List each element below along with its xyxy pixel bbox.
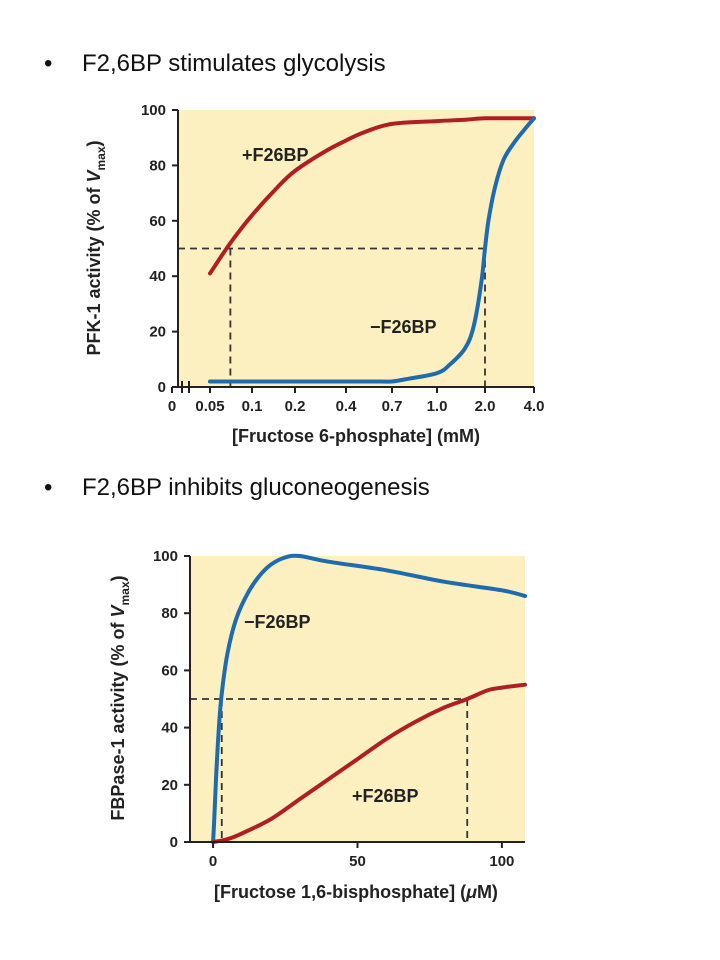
y-tick-label: 40 [149,268,166,285]
ylabel-var: V [84,169,104,183]
y-tick-label: 0 [158,379,166,396]
series-label-minus-f26bp: −F26BP [370,317,437,337]
x-tick-label: 4.0 [524,398,545,415]
x-tick-label: 0.1 [242,398,263,415]
y-tick-label: 80 [161,605,178,622]
y-tick-label: 40 [161,720,178,737]
x-tick-label: 0 [209,853,217,870]
series-label-minus-f26bp: −F26BP [244,612,311,632]
series-label-plus-f26bp: +F26BP [242,145,309,165]
x-axis-label: [Fructose 1,6-bisphosphate] (μM) [214,882,498,902]
x-tick-label: 0.4 [336,398,358,415]
y-tick-label: 60 [161,662,178,679]
x-tick-label: 2.0 [475,398,496,415]
series-label-plus-f26bp: +F26BP [352,786,419,806]
bullet-stimulates: • F2,6BP stimulates glycolysis [44,50,386,78]
ylabel-sub: max [94,146,108,170]
y-tick-label: 20 [149,324,166,341]
y-axis-label: FBPase-1 activity (% of Vmax) [108,575,132,820]
y-tick-label: 0 [170,834,178,851]
series-line-minus-f26bp [208,116,536,384]
xlabel-close: M) [477,882,498,902]
x-axis-label: [Fructose 6-phosphate] (mM) [232,426,480,446]
ylabel-text: PFK-1 activity (% of [84,183,104,356]
bullet-inhibits: • F2,6BP inhibits gluconeogenesis [44,474,430,502]
y-tick-label: 80 [149,157,166,174]
x-tick-label: 0.7 [382,398,403,415]
series-line-plus-f26bp [208,116,536,276]
ylabel-close: ) [84,140,104,146]
bullet-symbol: • [44,50,53,77]
x-tick-label: 1.0 [427,398,448,415]
bullet-symbol: • [44,474,53,501]
xlabel-text: [Fructose 1,6-bisphosphate] ( [214,882,466,902]
ylabel-var: V [108,603,128,617]
plot-area [178,110,534,387]
ylabel-sub: max [118,581,132,605]
y-axis-label: PFK-1 activity (% of Vmax) [84,140,108,355]
xlabel-var: μ [465,882,477,902]
x-tick-label: 0 [168,398,176,415]
bullet-text: F2,6BP stimulates glycolysis [82,50,386,77]
x-tick-label: 50 [349,853,366,870]
x-tick-label: 100 [489,853,514,870]
y-tick-label: 100 [153,548,178,565]
bullet-text: F2,6BP inhibits gluconeogenesis [82,474,430,501]
series-line-minus-f26bp [211,553,527,844]
series-line-plus-f26bp [211,682,527,844]
x-tick-label: 0.2 [285,398,306,415]
ylabel-text: FBPase-1 activity (% of [108,617,128,820]
y-tick-label: 60 [149,213,166,230]
y-tick-label: 100 [141,102,166,119]
ylabel-close: ) [108,575,128,581]
y-tick-label: 20 [161,777,178,794]
x-tick-label: 0.05 [195,398,224,415]
